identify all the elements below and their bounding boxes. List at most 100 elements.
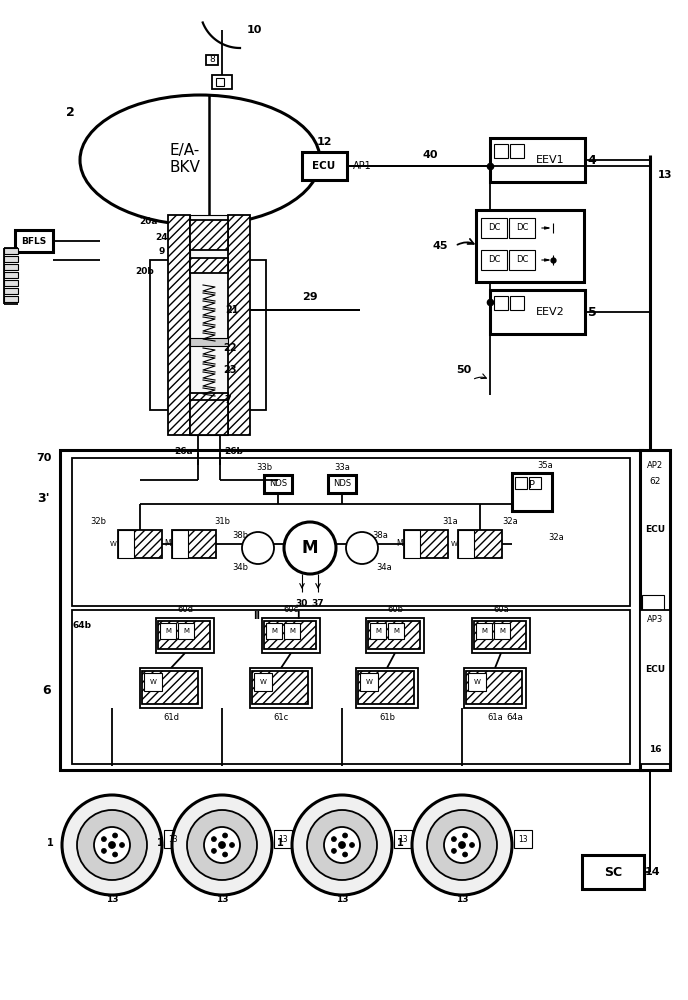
Text: 34b: 34b bbox=[232, 564, 248, 572]
Text: 33a: 33a bbox=[334, 462, 350, 472]
Bar bbox=[168, 215, 190, 435]
Text: DC: DC bbox=[488, 255, 500, 264]
Bar bbox=[4, 256, 18, 262]
Circle shape bbox=[324, 827, 360, 863]
Text: 64b: 64b bbox=[72, 620, 92, 630]
Circle shape bbox=[343, 833, 347, 838]
Bar bbox=[328, 475, 356, 493]
Bar bbox=[510, 296, 524, 310]
Bar bbox=[252, 671, 308, 704]
Text: NDS: NDS bbox=[333, 480, 351, 488]
Text: M: M bbox=[302, 539, 319, 557]
Bar bbox=[515, 477, 527, 489]
Bar bbox=[529, 477, 541, 489]
Bar bbox=[360, 673, 378, 691]
Text: 61b: 61b bbox=[379, 714, 395, 722]
Text: 8: 8 bbox=[209, 55, 215, 64]
Circle shape bbox=[230, 842, 235, 848]
Text: 38b: 38b bbox=[232, 532, 248, 540]
Bar bbox=[118, 530, 162, 558]
Circle shape bbox=[242, 532, 274, 564]
Text: 22: 22 bbox=[223, 343, 237, 353]
Text: 70: 70 bbox=[36, 453, 52, 463]
Circle shape bbox=[219, 842, 226, 848]
Text: 6: 6 bbox=[43, 684, 52, 696]
Text: 1: 1 bbox=[47, 838, 54, 848]
Text: 9: 9 bbox=[159, 247, 165, 256]
Text: M: M bbox=[271, 628, 277, 634]
Circle shape bbox=[211, 837, 217, 842]
Text: BFLS: BFLS bbox=[21, 236, 47, 245]
Circle shape bbox=[223, 852, 228, 857]
Text: DC: DC bbox=[488, 224, 500, 232]
Bar bbox=[254, 673, 272, 691]
Bar bbox=[458, 530, 502, 558]
Circle shape bbox=[462, 852, 468, 857]
Text: 32a: 32a bbox=[502, 518, 518, 526]
Bar bbox=[494, 296, 508, 310]
Circle shape bbox=[350, 842, 354, 848]
Bar bbox=[582, 855, 644, 889]
Text: 13: 13 bbox=[336, 896, 348, 904]
Text: 26a: 26a bbox=[175, 448, 193, 456]
Text: 13: 13 bbox=[106, 896, 118, 904]
Text: P: P bbox=[529, 480, 535, 490]
Bar bbox=[262, 618, 320, 653]
Text: 38a: 38a bbox=[372, 532, 388, 540]
Text: 31b: 31b bbox=[214, 518, 230, 526]
Text: 60d: 60d bbox=[177, 605, 193, 614]
Circle shape bbox=[451, 848, 456, 853]
Bar bbox=[228, 215, 250, 435]
Circle shape bbox=[332, 848, 336, 853]
Text: W: W bbox=[451, 541, 458, 547]
Text: DC: DC bbox=[516, 224, 528, 232]
Bar bbox=[490, 290, 585, 334]
Text: 20b: 20b bbox=[136, 267, 154, 276]
Ellipse shape bbox=[80, 95, 320, 225]
Bar bbox=[4, 280, 18, 286]
Bar bbox=[366, 618, 424, 653]
Bar bbox=[190, 215, 228, 435]
Text: 7: 7 bbox=[224, 395, 231, 405]
Bar bbox=[474, 621, 526, 649]
Circle shape bbox=[451, 837, 456, 842]
Bar bbox=[118, 530, 134, 558]
Bar bbox=[4, 272, 18, 278]
Text: 32a: 32a bbox=[548, 534, 564, 542]
Bar bbox=[4, 296, 18, 302]
Bar bbox=[212, 75, 232, 89]
Text: 29: 29 bbox=[302, 292, 318, 302]
Bar bbox=[158, 621, 210, 649]
Bar bbox=[404, 530, 420, 558]
Text: II: II bbox=[253, 611, 261, 621]
Bar bbox=[266, 623, 282, 639]
Text: 32b: 32b bbox=[90, 518, 106, 526]
Bar bbox=[481, 250, 507, 270]
Text: 61c: 61c bbox=[273, 714, 289, 722]
Text: M: M bbox=[393, 628, 399, 634]
Text: 61a: 61a bbox=[487, 714, 503, 722]
Text: ECU: ECU bbox=[645, 666, 665, 674]
Circle shape bbox=[458, 842, 466, 848]
Bar bbox=[512, 473, 552, 511]
Circle shape bbox=[101, 848, 107, 853]
Bar bbox=[356, 668, 418, 708]
Text: 31a: 31a bbox=[442, 518, 458, 526]
Text: I: I bbox=[297, 611, 300, 621]
Bar bbox=[388, 623, 404, 639]
Bar bbox=[458, 530, 474, 558]
Circle shape bbox=[307, 810, 377, 880]
Circle shape bbox=[113, 833, 118, 838]
Bar bbox=[190, 338, 228, 346]
Bar bbox=[510, 144, 524, 158]
Text: AP1: AP1 bbox=[353, 161, 372, 171]
Circle shape bbox=[346, 532, 378, 564]
Text: AP2: AP2 bbox=[647, 462, 663, 471]
Bar bbox=[509, 250, 535, 270]
Bar bbox=[250, 668, 312, 708]
Bar bbox=[72, 458, 630, 606]
Circle shape bbox=[120, 842, 125, 848]
Bar bbox=[4, 248, 18, 254]
Text: 24: 24 bbox=[155, 233, 169, 242]
Text: ECU: ECU bbox=[645, 526, 665, 534]
